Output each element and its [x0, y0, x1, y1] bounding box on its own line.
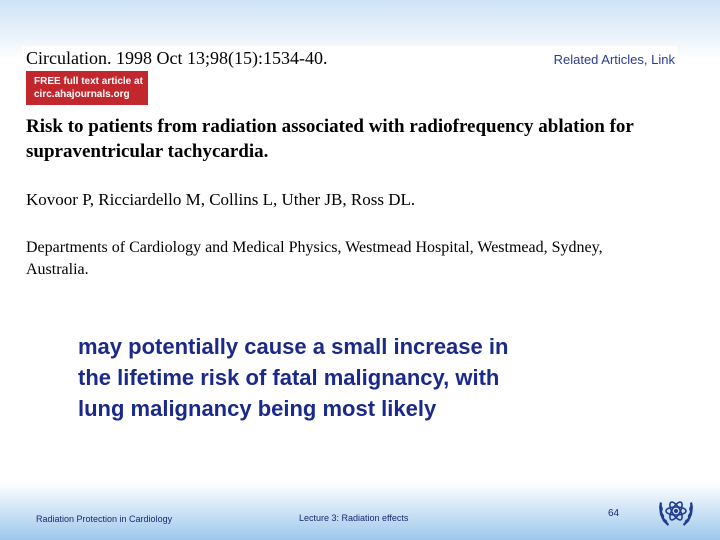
article-title: Risk to patients from radiation associat… — [26, 116, 634, 162]
iaea-logo-icon — [659, 501, 693, 526]
key-finding-quote: may potentially cause a small increase i… — [78, 331, 678, 424]
free-badge-line2: circ.ahajournals.org — [34, 89, 130, 100]
slide-page-number: 64 — [608, 508, 620, 519]
quote-line-1: may potentially cause a small increase i… — [78, 334, 509, 359]
article-affiliation: Departments of Cardiology and Medical Ph… — [26, 239, 603, 278]
abstract-screenshot: Circulation. 1998 Oct 13;98(15):1534-40.… — [22, 46, 677, 284]
free-full-text-badge[interactable]: FREE full text article at circ.ahajourna… — [26, 71, 148, 105]
quote-line-3: lung malignancy being most likely — [78, 396, 437, 421]
footer-course-title: Radiation Protection in Cardiology — [36, 514, 173, 524]
free-badge-line1: FREE full text article at — [34, 76, 143, 87]
footer-lecture-title: Lecture 3: Radiation effects — [299, 513, 409, 523]
related-articles-link[interactable]: Related Articles, Link — [553, 52, 675, 67]
quote-line-2: the lifetime risk of fatal malignancy, w… — [78, 365, 500, 390]
footer-bar — [0, 482, 720, 540]
journal-citation: Circulation. 1998 Oct 13;98(15):1534-40. — [26, 48, 328, 68]
article-authors: Kovoor P, Ricciardello M, Collins L, Uth… — [26, 190, 416, 209]
